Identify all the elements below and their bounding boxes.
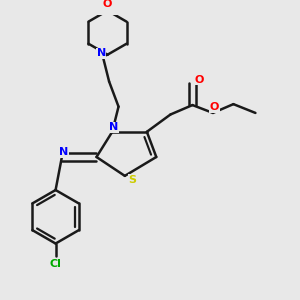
- Text: S: S: [129, 175, 137, 185]
- Text: N: N: [59, 147, 68, 157]
- Text: N: N: [97, 48, 106, 58]
- Text: O: O: [103, 0, 112, 9]
- Text: Cl: Cl: [50, 259, 61, 269]
- Text: N: N: [109, 122, 119, 132]
- Text: O: O: [194, 75, 203, 85]
- Text: O: O: [210, 102, 219, 112]
